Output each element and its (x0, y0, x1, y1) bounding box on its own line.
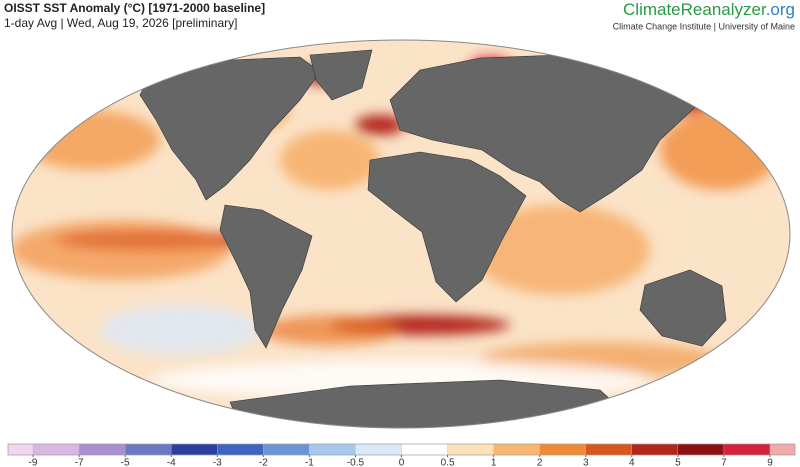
colorbar-cell (355, 443, 402, 456)
colorbar-cell (447, 443, 494, 456)
eurasia (389, 54, 721, 213)
colorbar-label: -0.5 (347, 458, 365, 467)
colorbar-label: -3 (213, 458, 222, 467)
north-america (139, 56, 321, 201)
colorbar-label: -7 (75, 458, 84, 467)
logo-name: ClimateReanalyzer (623, 0, 767, 19)
colorbar-cell (309, 443, 356, 456)
colorbar-cell (78, 443, 126, 456)
colorbar-label: -5 (121, 458, 130, 467)
colorbar-cell (32, 443, 80, 456)
colorbar: -9 -7 -5 -4 -3 -2 -1 -0.5 0 0.5 1 2 3 4 5 7 9 (7, 443, 796, 467)
colorbar-label: -9 (29, 458, 38, 467)
subtitle: 1-day Avg | Wed, Aug 19, 2026 [prelimina… (4, 16, 237, 30)
colorbar-label: 9 (767, 458, 773, 467)
colorbar-label: 3 (583, 458, 589, 467)
colorbar-label: 2 (537, 458, 543, 467)
colorbar-cell (7, 443, 34, 456)
south-america (219, 204, 313, 349)
globe-outline (11, 39, 791, 429)
logo-suffix: .org (766, 0, 795, 19)
greenland (309, 49, 373, 101)
colorbar-label: -4 (167, 458, 176, 467)
colorbar-cell (723, 443, 771, 456)
title: OISST SST Anomaly (°C) [1971-2000 baseli… (4, 1, 265, 15)
colorbar-label: -2 (259, 458, 268, 467)
logo: ClimateReanalyzer.org (623, 0, 795, 19)
colorbar-label: 5 (675, 458, 681, 467)
colorbar-label: -1 (305, 458, 314, 467)
colorbar-label: 1 (491, 458, 497, 467)
australia (639, 269, 727, 347)
colorbar-label: 0.5 (441, 458, 455, 467)
colorbar-cell (493, 443, 540, 456)
colorbar-label: 7 (721, 458, 727, 467)
colorbar-cell (124, 443, 172, 456)
africa (367, 151, 527, 303)
colorbar-cell (677, 443, 725, 456)
colorbar-cell (769, 443, 796, 456)
map (12, 40, 790, 428)
colorbar-cell (263, 443, 310, 456)
colorbar-cell (585, 443, 632, 456)
colorbar-cell (217, 443, 264, 456)
logo-tagline: Climate Change Institute | University of… (613, 21, 795, 31)
colorbar-label: 0 (399, 458, 405, 467)
colorbar-cell (171, 443, 218, 456)
colorbar-cell (401, 443, 448, 456)
colorbar-cell (539, 443, 586, 456)
colorbar-cell (631, 443, 679, 456)
colorbar-label: 4 (629, 458, 635, 467)
